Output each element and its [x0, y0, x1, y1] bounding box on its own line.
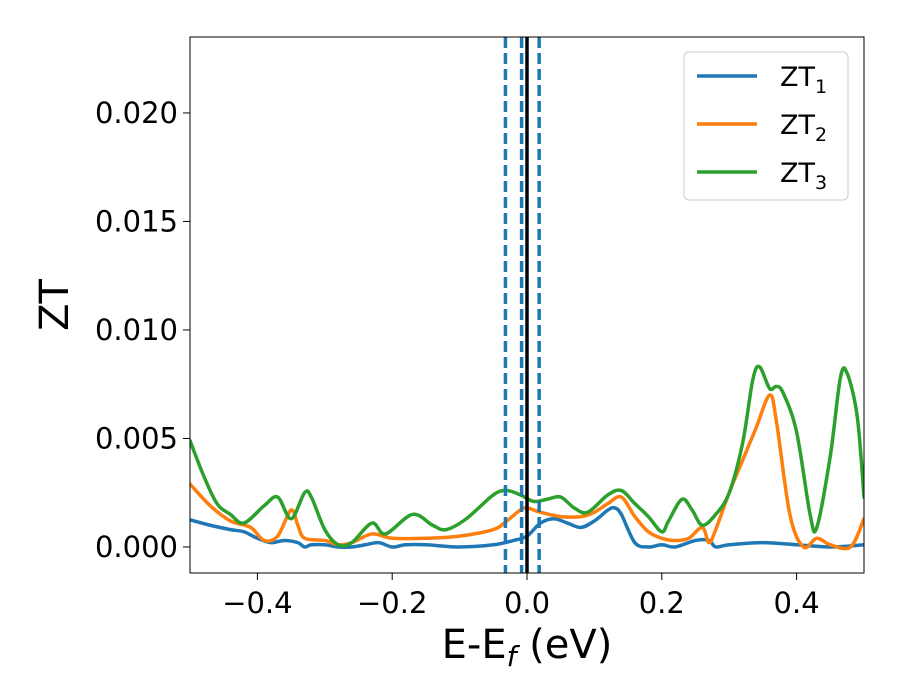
- x-tick-label: 0.4: [774, 586, 820, 620]
- series-line-zt3: [190, 364, 864, 548]
- x-axis-label: E-Ef (eV): [442, 622, 613, 673]
- legend-label-zt3: ZT3: [780, 158, 827, 194]
- reference-lines: [503, 37, 541, 573]
- x-tick-label: 0.2: [639, 586, 685, 620]
- x-axis: −0.4 −0.2 0.0 0.2 0.4: [222, 573, 820, 620]
- x-tick-label: −0.2: [357, 586, 427, 620]
- legend-label-zt2: ZT2: [780, 110, 827, 146]
- x-tick-label: −0.4: [222, 586, 292, 620]
- y-axis-label: ZT: [32, 279, 78, 331]
- legend-label-zt1: ZT1: [780, 62, 827, 98]
- x-tick-label: 0.0: [504, 586, 550, 620]
- y-tick-label: 0.015: [95, 204, 178, 238]
- y-axis: 0.000 0.005 0.010 0.015 0.020: [95, 96, 190, 564]
- series-line-zt2: [190, 393, 864, 551]
- legend-box: [683, 51, 849, 201]
- y-tick-label: 0.010: [95, 313, 178, 347]
- y-tick-label: 0.000: [95, 530, 178, 564]
- y-tick-label: 0.005: [95, 421, 178, 455]
- legend: ZT1 ZT2 ZT3: [683, 51, 849, 201]
- y-tick-label: 0.020: [95, 96, 178, 130]
